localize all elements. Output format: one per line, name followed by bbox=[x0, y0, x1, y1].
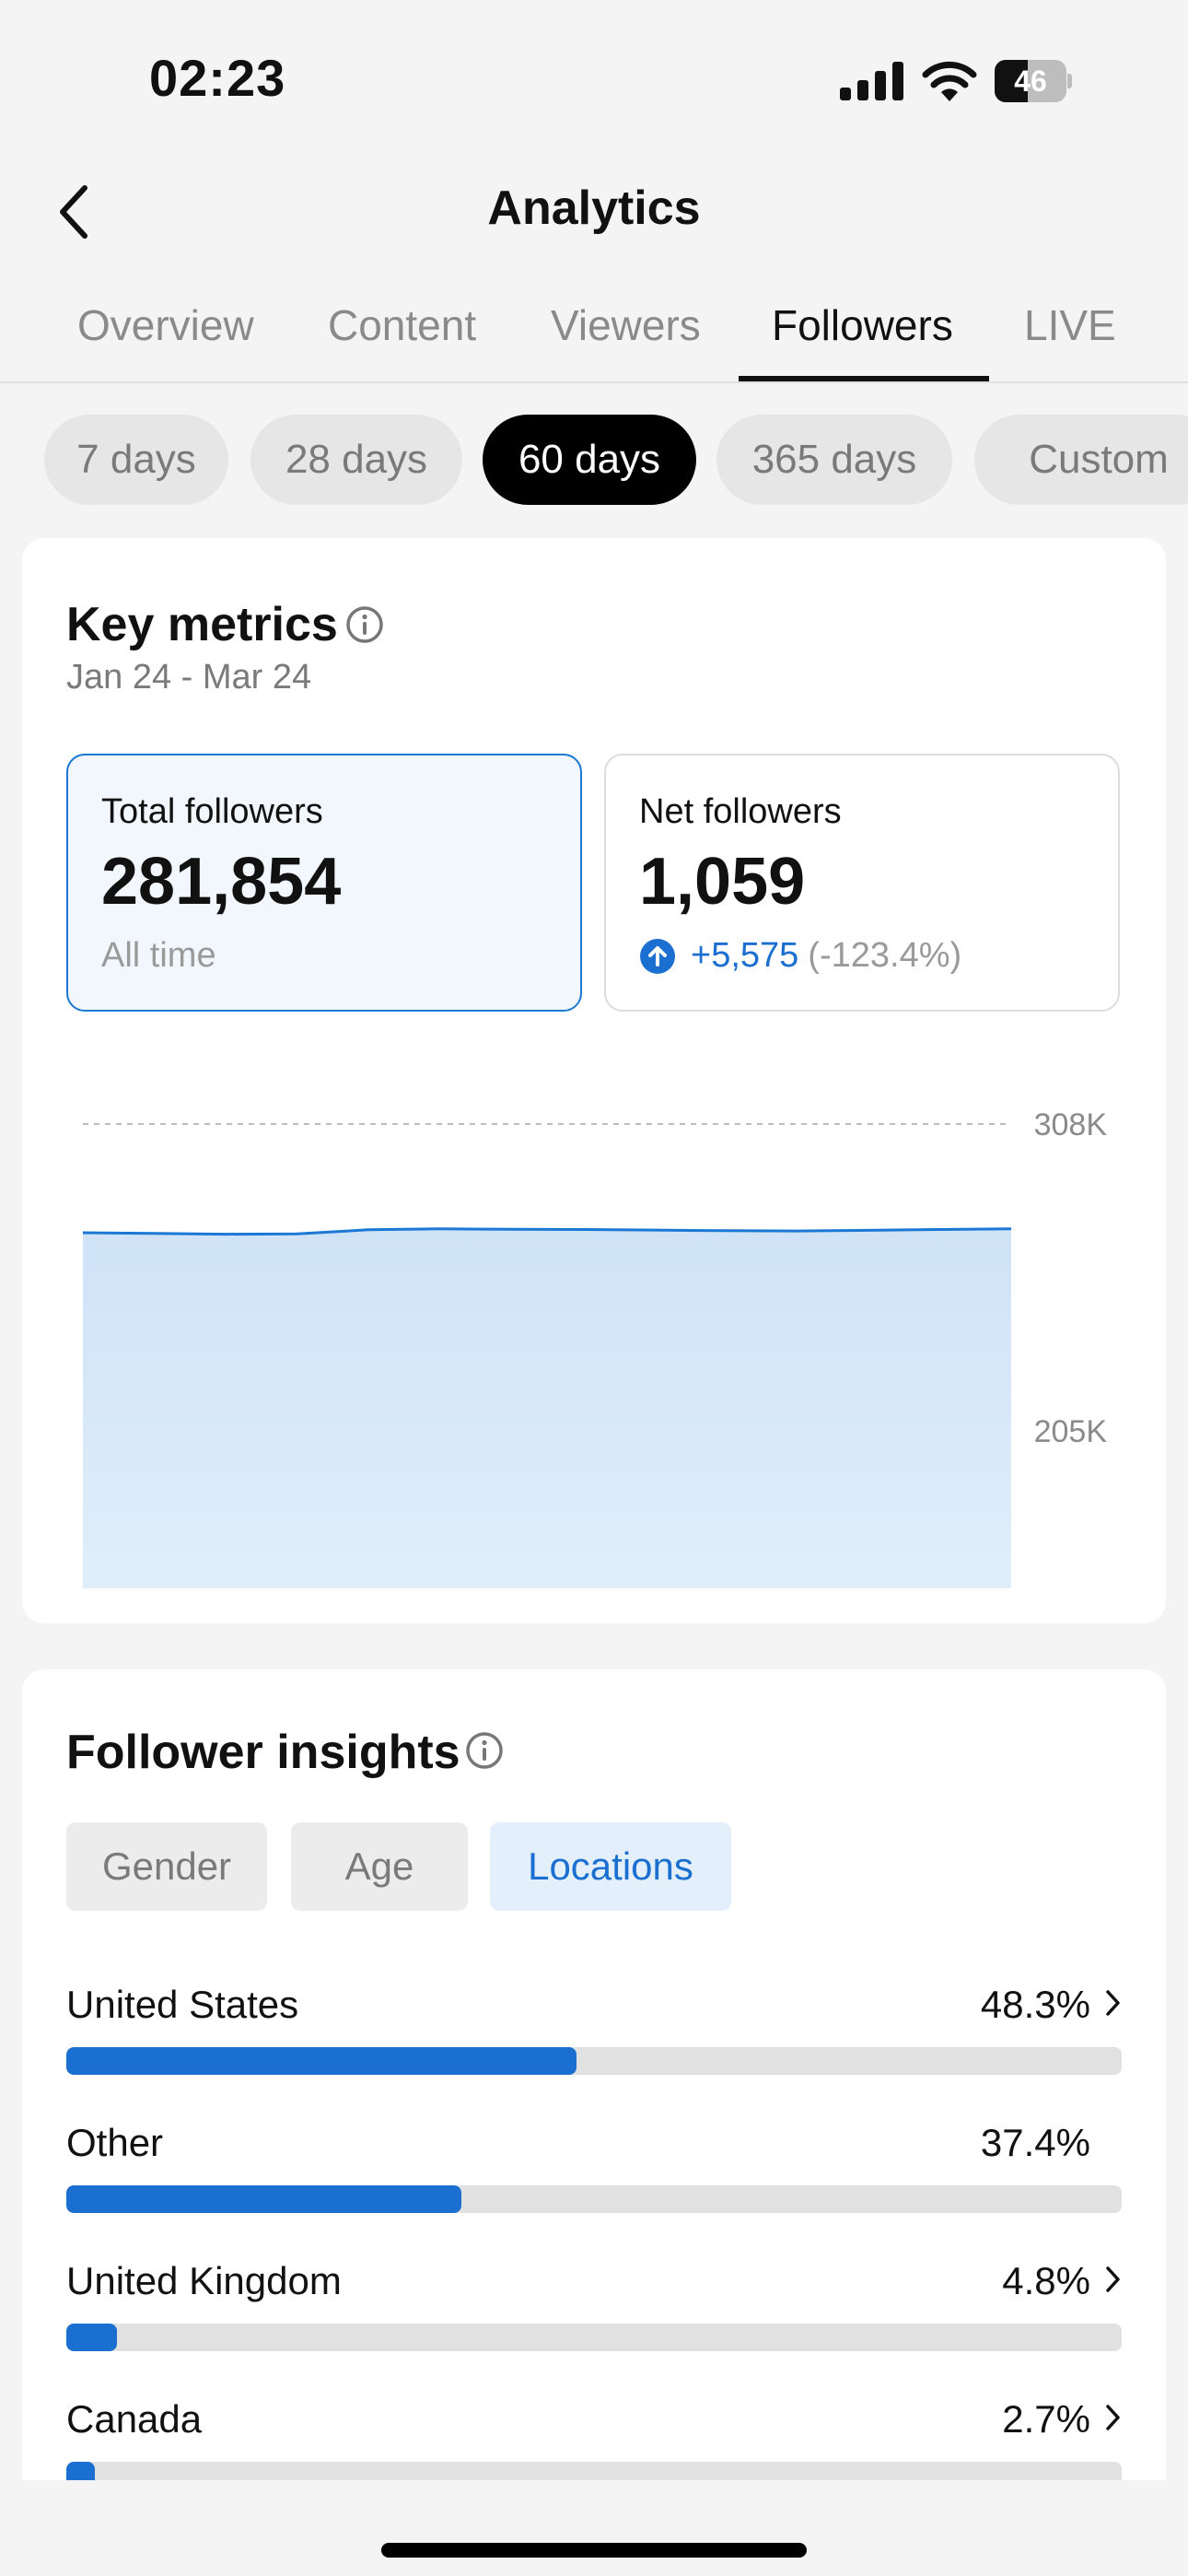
analytics-tabs: Overview Content Viewers Followers LIVE bbox=[0, 286, 1188, 383]
range-chip-custom[interactable]: Custom bbox=[974, 415, 1188, 505]
total-followers-value: 281,854 bbox=[101, 845, 342, 919]
battery-icon: 46 bbox=[995, 60, 1072, 102]
location-percent: 48.3% bbox=[980, 1983, 1090, 2026]
status-icons: 46 bbox=[840, 57, 1072, 105]
status-bar: 02:23 46 bbox=[0, 0, 1188, 157]
net-followers-tile[interactable]: Net followers 1,059 +5,575 (-123.4%) bbox=[604, 754, 1120, 1012]
location-bar-track bbox=[66, 2185, 1122, 2213]
location-name: United Kingdom bbox=[66, 2259, 342, 2302]
location-name: United States bbox=[66, 1983, 299, 2026]
range-chip-365-days[interactable]: 365 days bbox=[716, 415, 952, 505]
key-metrics-title: Key metrics bbox=[66, 598, 338, 651]
followers-chart[interactable]: 308K205K102KJan 24Mar 24 bbox=[22, 1036, 1166, 1588]
key-metrics-card: Key metrics Jan 24 - Mar 24 Total follow… bbox=[22, 538, 1166, 1623]
date-range-chips: 7 days 28 days 60 days 365 days Custom bbox=[0, 415, 1188, 505]
tab-live[interactable]: LIVE bbox=[1024, 301, 1116, 349]
location-bar-fill bbox=[66, 2324, 117, 2351]
chart-area-fill bbox=[83, 1228, 1011, 1588]
cellular-signal-icon bbox=[840, 62, 903, 100]
follower-insights-title: Follower insights bbox=[66, 1726, 460, 1779]
segment-gender[interactable]: Gender bbox=[66, 1822, 267, 1911]
net-followers-change: +5,575 (-123.4%) bbox=[639, 936, 961, 976]
page-title: Analytics bbox=[487, 181, 701, 235]
info-icon[interactable] bbox=[344, 604, 385, 645]
battery-level-text: 46 bbox=[1014, 64, 1047, 98]
location-bar-track bbox=[66, 2047, 1122, 2075]
chevron-left-icon bbox=[60, 185, 87, 239]
chevron-right-icon bbox=[1106, 2405, 1120, 2430]
net-followers-change-pct: (-123.4%) bbox=[808, 936, 962, 975]
location-percent: 2.7% bbox=[1002, 2397, 1090, 2441]
total-followers-label: Total followers bbox=[101, 792, 323, 831]
location-bar-fill bbox=[66, 2047, 577, 2075]
range-chip-7-days[interactable]: 7 days bbox=[44, 415, 228, 505]
location-bar-track bbox=[66, 2324, 1122, 2351]
chart-y-tick-label: 205K bbox=[1034, 1414, 1108, 1449]
tab-content[interactable]: Content bbox=[328, 301, 477, 349]
total-followers-tile[interactable]: Total followers 281,854 All time bbox=[66, 754, 582, 1012]
tab-followers[interactable]: Followers bbox=[772, 301, 953, 349]
chevron-right-icon bbox=[1106, 2266, 1120, 2292]
status-time: 02:23 bbox=[149, 49, 286, 107]
arrow-up-circle-icon bbox=[640, 938, 675, 974]
home-indicator[interactable] bbox=[381, 2543, 807, 2558]
net-followers-label: Net followers bbox=[639, 792, 842, 831]
date-range-label: Jan 24 - Mar 24 bbox=[66, 658, 312, 697]
chevron-right-icon bbox=[1106, 1990, 1120, 2016]
location-percent: 37.4% bbox=[980, 2121, 1090, 2164]
location-name: Other bbox=[66, 2121, 164, 2164]
range-chip-28-days[interactable]: 28 days bbox=[250, 415, 462, 505]
location-row-united-kingdom[interactable]: United Kingdom 4.8% bbox=[66, 2259, 1122, 2360]
wifi-icon bbox=[922, 61, 977, 101]
net-followers-value: 1,059 bbox=[639, 845, 806, 919]
net-followers-change-value: +5,575 bbox=[691, 936, 799, 975]
bottom-safe-area bbox=[0, 2480, 1188, 2576]
range-chip-60-days[interactable]: 60 days bbox=[483, 415, 696, 505]
tab-viewers[interactable]: Viewers bbox=[551, 301, 701, 349]
total-followers-sub: All time bbox=[101, 936, 216, 975]
info-icon[interactable] bbox=[464, 1730, 505, 1771]
location-row-united-states[interactable]: United States 48.3% bbox=[66, 1983, 1122, 2084]
chart-y-tick-label: 308K bbox=[1034, 1107, 1108, 1142]
back-button[interactable] bbox=[37, 175, 111, 249]
follower-insights-card: Follower insights Gender Age Locations U… bbox=[22, 1669, 1166, 2576]
location-bar-fill bbox=[66, 2185, 461, 2213]
tab-overview[interactable]: Overview bbox=[77, 301, 254, 349]
active-tab-indicator bbox=[739, 376, 989, 381]
chart-series-line bbox=[82, 1227, 1012, 1236]
segment-locations[interactable]: Locations bbox=[490, 1822, 731, 1911]
segment-age[interactable]: Age bbox=[291, 1822, 468, 1911]
location-row-other: Other 37.4% bbox=[66, 2121, 1122, 2222]
location-percent: 4.8% bbox=[1002, 2259, 1090, 2302]
location-name: Canada bbox=[66, 2397, 203, 2441]
